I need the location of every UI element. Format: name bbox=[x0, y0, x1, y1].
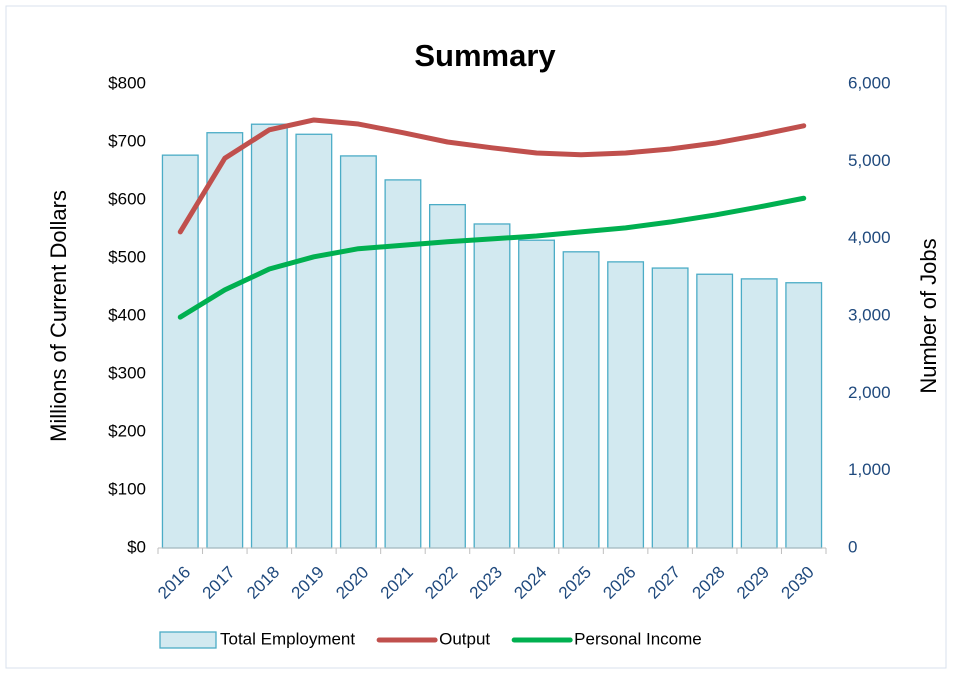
bar bbox=[384, 179, 422, 549]
bar bbox=[562, 251, 600, 549]
y2-tick-label: 4,000 bbox=[848, 228, 891, 247]
bar bbox=[518, 239, 555, 549]
y-tick-label: $800 bbox=[108, 73, 146, 92]
legend-swatch bbox=[159, 631, 217, 649]
y-tick-label: $200 bbox=[108, 421, 146, 440]
y-tick-label: $700 bbox=[108, 131, 146, 150]
y2-tick-label: 6,000 bbox=[848, 73, 891, 92]
bar bbox=[206, 132, 244, 549]
bar bbox=[696, 273, 734, 549]
y-tick-label: $400 bbox=[108, 305, 146, 324]
y2-tick-label: 3,000 bbox=[848, 305, 891, 324]
y-tick-label: $0 bbox=[127, 537, 146, 556]
bar bbox=[607, 261, 645, 549]
bar bbox=[429, 203, 466, 549]
bar bbox=[785, 282, 823, 549]
y-tick-label: $600 bbox=[108, 189, 146, 208]
bar bbox=[740, 278, 778, 549]
bar bbox=[295, 133, 333, 549]
legend-label: Output bbox=[439, 629, 490, 648]
bar bbox=[250, 123, 288, 549]
y-axis-title: Millions of Current Dollars bbox=[46, 190, 71, 442]
y2-axis-title: Number of Jobs bbox=[916, 238, 941, 393]
bar bbox=[161, 154, 199, 549]
legend-label: Personal Income bbox=[574, 629, 702, 648]
bar bbox=[339, 155, 377, 549]
y2-tick-label: 0 bbox=[848, 537, 857, 556]
bar bbox=[473, 223, 511, 549]
y2-tick-label: 5,000 bbox=[848, 151, 891, 170]
y2-tick-label: 1,000 bbox=[848, 460, 891, 479]
y-tick-label: $300 bbox=[108, 363, 146, 382]
legend-label: Total Employment bbox=[220, 629, 355, 648]
y-tick-label: $500 bbox=[108, 247, 146, 266]
y-tick-label: $100 bbox=[108, 479, 146, 498]
line bbox=[177, 195, 807, 320]
chart-title: Summary bbox=[414, 38, 556, 73]
y2-tick-label: 2,000 bbox=[848, 383, 891, 402]
line bbox=[177, 117, 807, 235]
bar bbox=[651, 267, 689, 549]
